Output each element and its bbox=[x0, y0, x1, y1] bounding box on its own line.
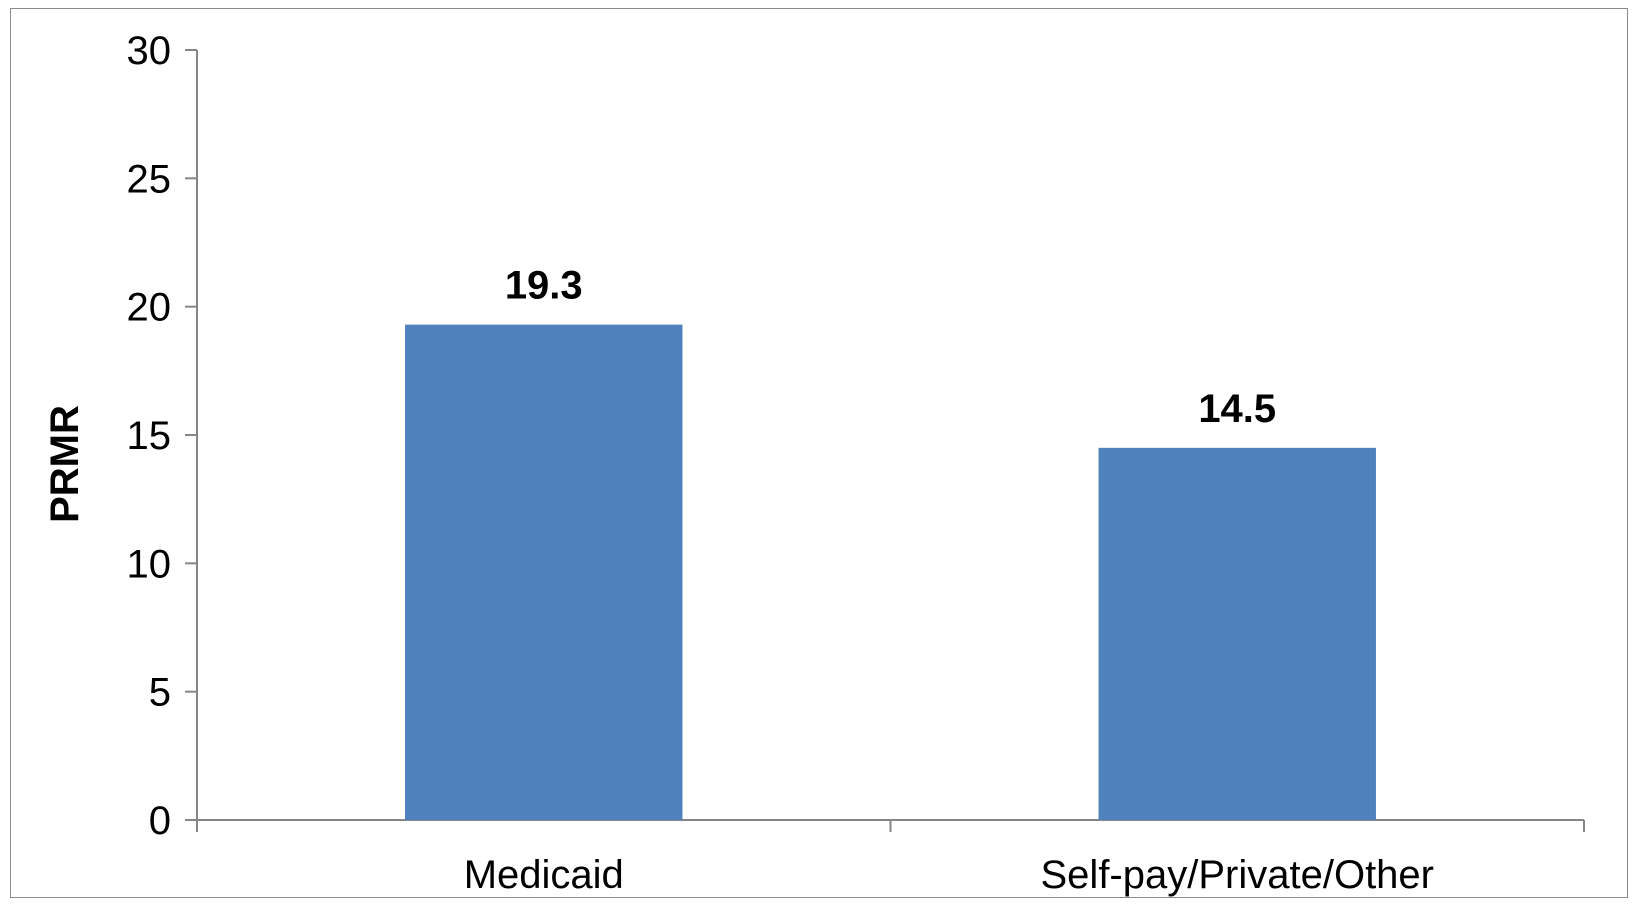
bars bbox=[405, 324, 1376, 820]
x-labels: Medicaid Self-pay/Private/Other bbox=[464, 853, 1434, 897]
y-tick-label: 5 bbox=[149, 671, 171, 715]
y-axis-title: PRMR bbox=[43, 405, 87, 523]
x-tick-label: Self-pay/Private/Other bbox=[1041, 853, 1435, 897]
data-labels: 19.3 14.5 bbox=[505, 264, 1276, 431]
data-label: 19.3 bbox=[505, 264, 583, 308]
y-tick-label: 10 bbox=[127, 542, 172, 586]
data-label: 14.5 bbox=[1198, 387, 1276, 431]
x-tick-label: Medicaid bbox=[464, 853, 624, 897]
bar bbox=[1098, 447, 1376, 820]
y-ticks: 0 5 10 15 20 25 30 bbox=[127, 29, 197, 843]
y-tick-label: 25 bbox=[127, 157, 172, 201]
y-axis-title-group: PRMR bbox=[43, 405, 87, 523]
y-tick-label: 30 bbox=[127, 29, 172, 73]
bar bbox=[405, 324, 683, 820]
y-tick-label: 0 bbox=[149, 799, 171, 843]
y-tick-label: 15 bbox=[127, 414, 172, 458]
y-tick-label: 20 bbox=[127, 286, 172, 330]
